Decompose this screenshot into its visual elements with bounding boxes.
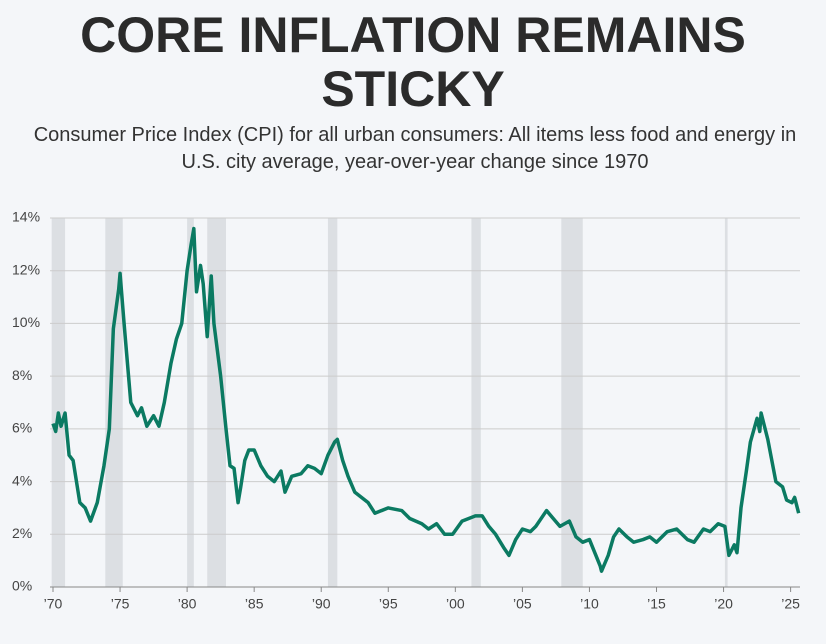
y-tick-label: 8% — [12, 367, 32, 383]
x-tick-label: ’10 — [580, 596, 599, 612]
recession-band — [327, 218, 338, 587]
y-tick-label: 14% — [12, 209, 40, 225]
y-tick-label: 4% — [12, 472, 32, 488]
x-tick-label: ’80 — [178, 596, 197, 612]
x-tick-label: ’70 — [44, 596, 63, 612]
y-tick-label: 10% — [12, 314, 40, 330]
x-tick-label: ’20 — [714, 596, 733, 612]
recession-band — [471, 218, 481, 587]
y-tick-label: 12% — [12, 261, 40, 277]
recession-band — [105, 218, 123, 587]
recession-band — [724, 218, 728, 587]
x-tick-label: ’90 — [312, 596, 331, 612]
x-tick-label: ’25 — [781, 596, 800, 612]
y-tick-label: 0% — [12, 578, 32, 594]
chart-title: CORE INFLATION REMAINS STICKY — [80, 7, 746, 117]
x-tick-label: ’15 — [647, 596, 666, 612]
y-tick-label: 2% — [12, 525, 32, 541]
x-tick-label: ’95 — [379, 596, 398, 612]
recession-band — [51, 218, 66, 587]
x-tick-label: ’75 — [111, 596, 130, 612]
recession-band — [561, 218, 583, 587]
x-tick-label: ’85 — [245, 596, 264, 612]
x-tick-label: ’05 — [513, 596, 532, 612]
chart-subtitle: Consumer Price Index (CPI) for all urban… — [33, 124, 797, 173]
data-line — [51, 226, 801, 573]
x-tick-label: ’00 — [446, 596, 465, 612]
recession-band — [187, 218, 194, 587]
y-tick-label: 6% — [12, 420, 32, 436]
